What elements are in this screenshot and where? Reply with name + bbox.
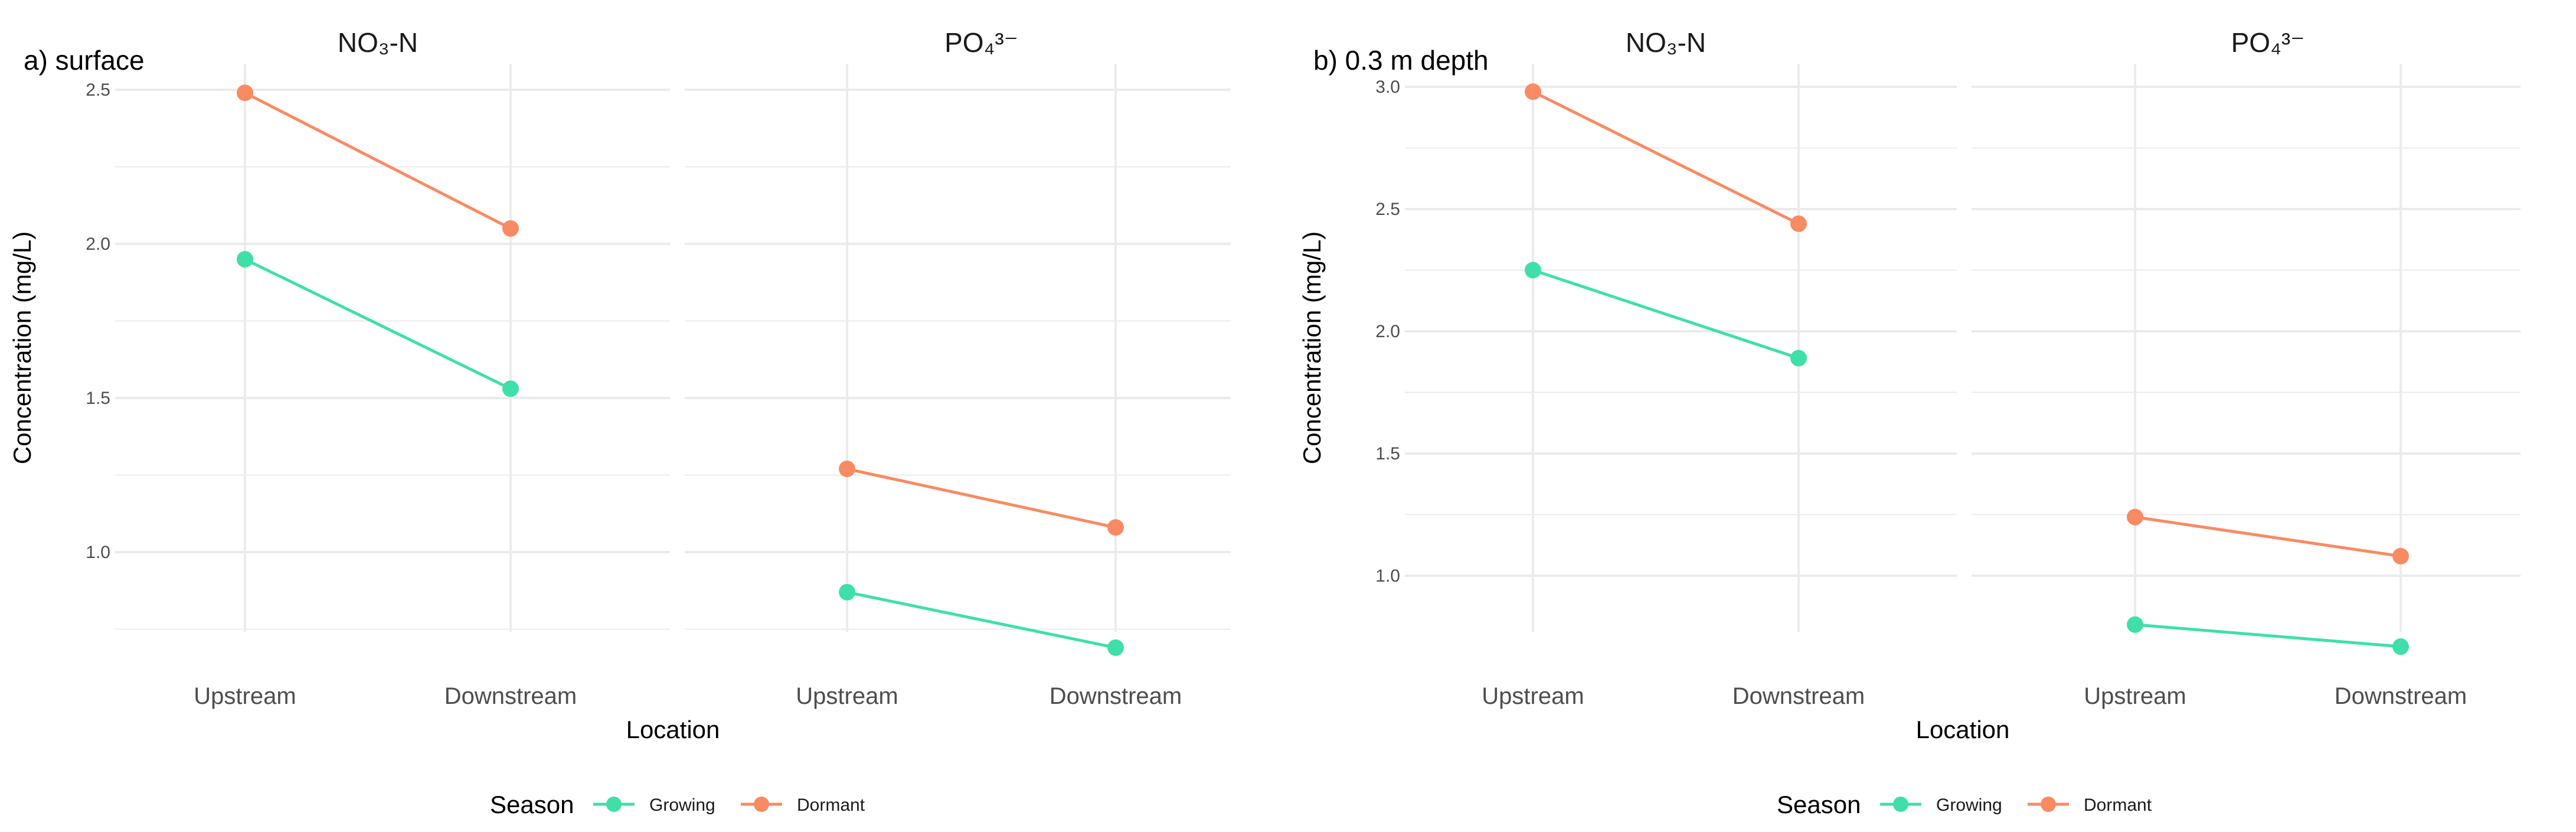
x-tick-label: Downstream	[1732, 683, 1865, 709]
y-tick-label: 1.5	[86, 389, 110, 408]
series-line-dormant	[846, 467, 1116, 529]
legend-key-point	[1893, 797, 1908, 812]
data-point-dormant-upstream	[2127, 508, 2143, 526]
x-tick-label: Downstream	[1050, 683, 1182, 709]
x-tick-label: Upstream	[194, 683, 296, 709]
data-point-dormant-upstream	[1525, 83, 1541, 100]
y-tick-label: 1.0	[1375, 566, 1400, 586]
data-point-dormant-downstream	[502, 220, 519, 237]
data-point-growing-upstream	[839, 583, 855, 601]
legend-entry-dormant: Dormant	[2084, 795, 2152, 815]
x-tick-label: Upstream	[1482, 683, 1584, 709]
y-axis-title: Concentration (mg/L)	[1298, 231, 1326, 465]
y-tick-label: 2.0	[1375, 322, 1400, 341]
series-line-dormant	[2134, 515, 2401, 558]
data-point-growing-downstream	[502, 380, 519, 397]
data-point-growing-upstream	[237, 251, 253, 268]
facet-po4: PO₄³⁻ Upstream Downstream	[685, 27, 1231, 709]
series-line-growing	[2134, 623, 2401, 648]
legend-title: Season	[490, 791, 574, 818]
y-tick-label: 1.0	[86, 543, 110, 562]
y-axis-title: Concentration (mg/L)	[8, 231, 36, 465]
data-point-dormant-upstream	[237, 84, 253, 102]
data-point-dormant-downstream	[2392, 547, 2409, 565]
series-line-growing	[1532, 269, 1799, 360]
data-point-dormant-upstream	[839, 461, 855, 478]
data-point-growing-upstream	[1525, 262, 1541, 279]
data-point-growing-downstream	[1107, 639, 1124, 656]
facet-title: NO₃-N	[1626, 27, 1706, 58]
panel-label: b) 0.3 m depth	[1313, 45, 1489, 76]
legend: Season Growing Dormant	[1777, 791, 2152, 818]
data-point-growing-downstream	[1790, 350, 1807, 367]
x-tick-label: Upstream	[2084, 683, 2186, 709]
facet-title: PO₄³⁻	[944, 27, 1018, 58]
series-line-growing	[244, 257, 512, 390]
y-tick-label: 1.5	[1375, 444, 1400, 464]
legend-key-point	[754, 797, 769, 812]
panel-label: a) surface	[24, 45, 145, 76]
legend-entry-growing: Growing	[649, 795, 715, 815]
panel-surface: a) surface NO₃-N Upstream Downstream PO₄³⁻ Up…	[8, 27, 1231, 818]
y-tick-label: 2.5	[1375, 200, 1400, 219]
data-point-growing-downstream	[2392, 638, 2409, 655]
facet-no3n: NO₃-N Upstream Downstream	[1405, 27, 1957, 709]
legend-key-point	[606, 797, 622, 812]
facet-title: PO₄³⁻	[2231, 27, 2305, 58]
series-line-growing	[846, 590, 1116, 650]
x-tick-label: Downstream	[444, 683, 577, 709]
legend-title: Season	[1777, 791, 1861, 818]
legend-entry-dormant: Dormant	[797, 795, 865, 815]
y-tick-label: 2.0	[86, 234, 110, 254]
legend-key-point	[2041, 797, 2056, 812]
facet-title: NO₃-N	[338, 27, 418, 58]
x-axis-title: Location	[626, 716, 720, 743]
x-axis-title: Location	[1916, 716, 2010, 743]
facet-no3n: NO₃-N Upstream Downstream	[115, 27, 670, 709]
legend-entry-growing: Growing	[1936, 795, 2002, 815]
y-tick-label: 2.5	[86, 80, 110, 100]
legend: Season Growing Dormant	[490, 791, 865, 818]
series-line-dormant	[1532, 90, 1800, 226]
series-line-dormant	[244, 91, 512, 230]
data-point-dormant-downstream	[1790, 215, 1807, 232]
data-point-growing-upstream	[2127, 616, 2143, 633]
data-point-dormant-downstream	[1107, 519, 1124, 536]
x-tick-label: Upstream	[796, 683, 898, 709]
facet-po4: PO₄³⁻ Upstream Downstream	[1972, 27, 2521, 709]
y-tick-label: 3.0	[1375, 77, 1400, 97]
x-tick-label: Downstream	[2335, 683, 2467, 709]
